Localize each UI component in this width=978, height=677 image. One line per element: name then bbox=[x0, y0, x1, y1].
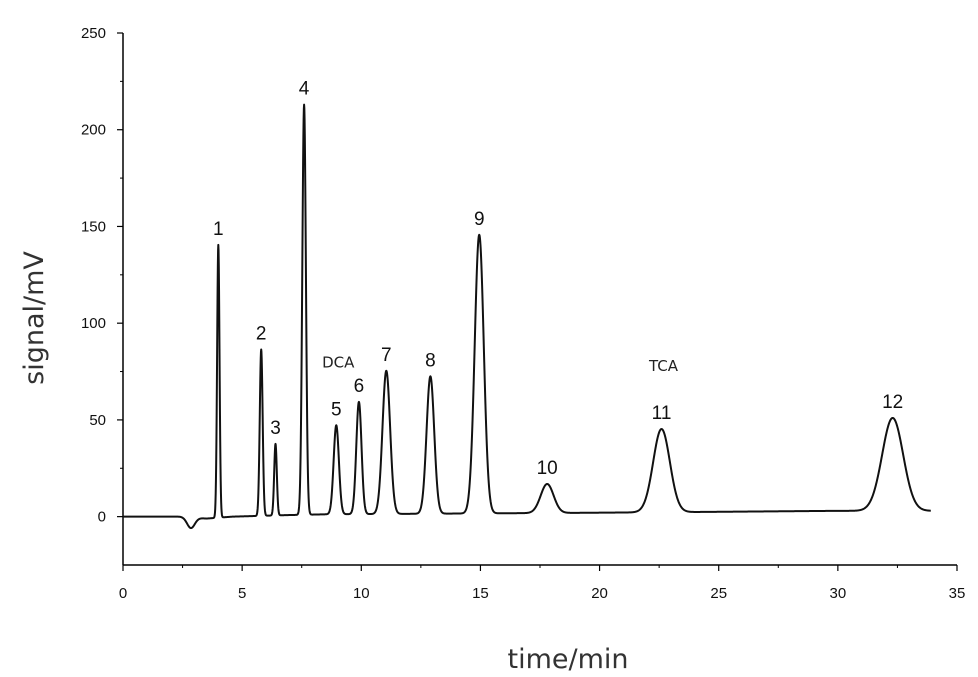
x-tick-label: 0 bbox=[119, 585, 127, 602]
peak-label: 3 bbox=[270, 418, 281, 439]
peak-label: 6 bbox=[354, 376, 365, 397]
peak-annotation: TCA bbox=[648, 357, 679, 375]
x-tick-label: 25 bbox=[710, 585, 727, 602]
x-tick-label: 20 bbox=[591, 585, 608, 602]
y-tick-label: 250 bbox=[81, 25, 106, 42]
peak-label: 7 bbox=[381, 345, 392, 366]
x-axis-ticks: 0 5 10 15 20 25 30 35 bbox=[119, 565, 966, 602]
x-tick-label: 15 bbox=[472, 585, 489, 602]
y-tick-label: 150 bbox=[81, 218, 106, 235]
y-tick-label: 50 bbox=[89, 412, 106, 429]
peak-label: 9 bbox=[474, 209, 485, 230]
y-tick-label: 100 bbox=[81, 315, 106, 332]
x-axis-title: time/min bbox=[507, 644, 628, 675]
peak-label: 8 bbox=[425, 350, 436, 371]
peak-annotation: DCA bbox=[322, 353, 355, 371]
chromatogram-trace bbox=[122, 103, 932, 530]
y-axis-title: signal/mV bbox=[19, 251, 50, 385]
peak-label: 12 bbox=[882, 392, 903, 413]
x-tick-label: 10 bbox=[353, 585, 370, 602]
y-tick-label: 200 bbox=[81, 122, 106, 139]
peak-label: 2 bbox=[256, 323, 267, 344]
peak-annotations: DCA TCA bbox=[322, 353, 679, 375]
x-tick-label: 30 bbox=[830, 585, 847, 602]
x-tick-label: 5 bbox=[238, 585, 246, 602]
peak-label: 5 bbox=[331, 399, 342, 420]
y-tick-label: 0 bbox=[98, 509, 106, 526]
peak-label: 10 bbox=[537, 458, 558, 479]
x-tick-label: 35 bbox=[949, 585, 966, 602]
axes bbox=[122, 33, 957, 566]
peak-label: 4 bbox=[299, 79, 310, 100]
peak-label: 1 bbox=[213, 219, 224, 240]
y-axis-ticks: 0 50 100 150 200 250 bbox=[81, 25, 123, 526]
peak-label: 11 bbox=[652, 403, 672, 424]
